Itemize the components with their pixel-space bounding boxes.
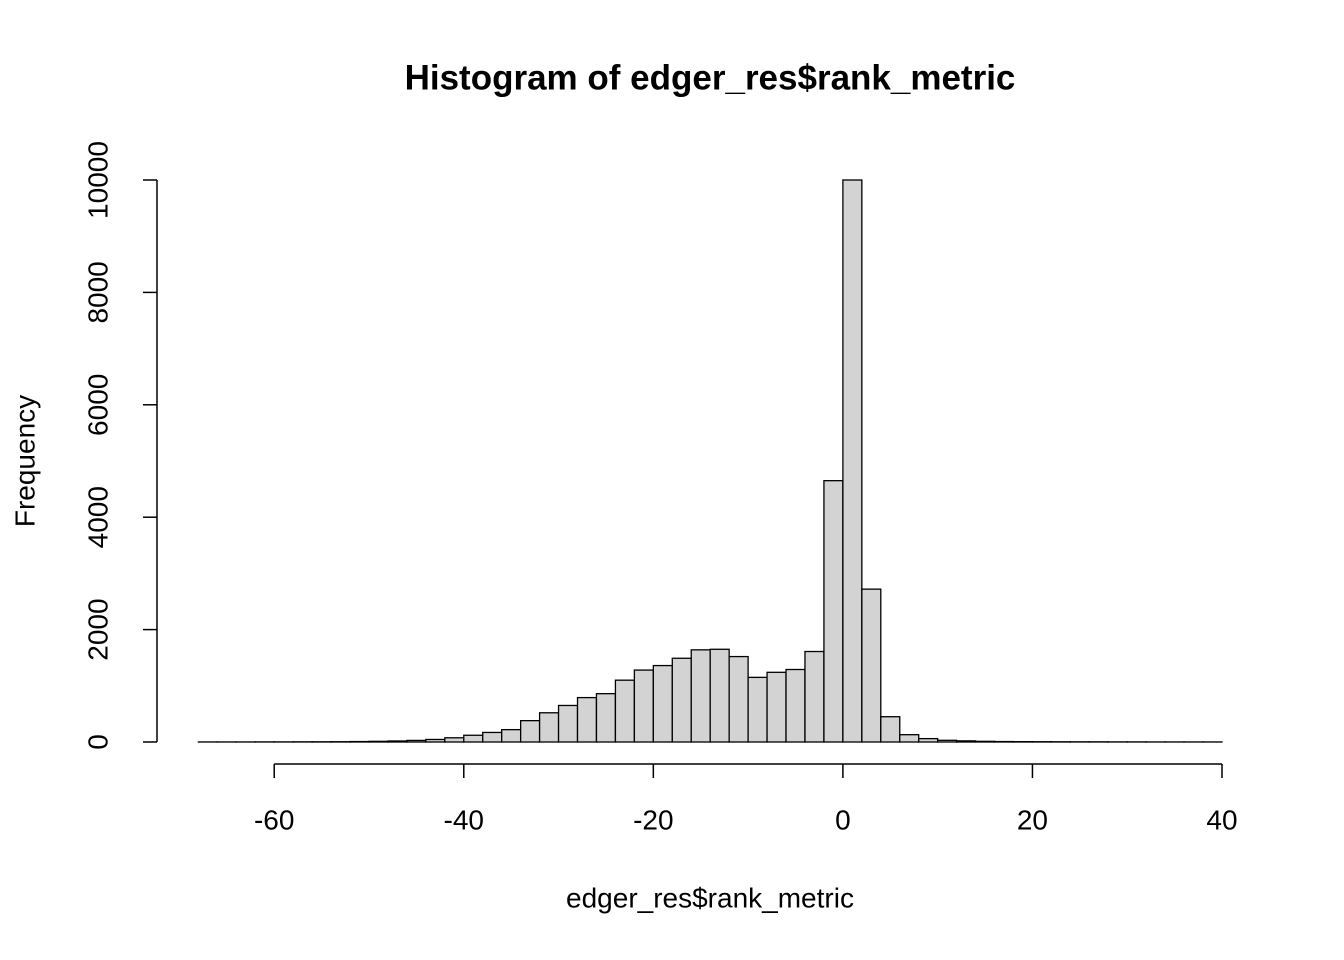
bar xyxy=(709,648,730,743)
bar xyxy=(538,712,560,743)
bar xyxy=(501,728,522,743)
bar xyxy=(690,649,711,743)
bar xyxy=(823,480,844,743)
bar xyxy=(444,737,465,743)
bar xyxy=(406,739,427,743)
y-axis-title: Frequency xyxy=(9,395,40,527)
x-tick-label: -20 xyxy=(633,804,673,835)
bar xyxy=(955,740,977,743)
bar xyxy=(974,740,996,743)
bar xyxy=(728,655,749,743)
bar xyxy=(463,734,484,743)
y-tick-label: 4000 xyxy=(82,486,113,548)
bar xyxy=(785,668,806,743)
y-tick-label: 10000 xyxy=(82,141,113,219)
bar xyxy=(652,664,673,743)
x-tick-label: 40 xyxy=(1206,804,1237,835)
y-tick-label: 6000 xyxy=(82,374,113,436)
x-tick-label: -40 xyxy=(444,804,484,835)
bar xyxy=(633,669,654,743)
bar xyxy=(614,679,636,743)
bar xyxy=(557,704,579,743)
bar xyxy=(482,731,503,743)
x-tick-label: 20 xyxy=(1017,804,1048,835)
bar xyxy=(899,734,920,743)
bar xyxy=(368,740,389,743)
bar xyxy=(937,739,958,743)
y-tick-label: 0 xyxy=(82,734,113,750)
bar xyxy=(576,696,598,743)
bar xyxy=(747,676,768,743)
x-tick-label: -60 xyxy=(254,804,294,835)
bar xyxy=(671,657,692,743)
bar xyxy=(861,588,882,743)
x-axis-title: edger_res$rank_metric xyxy=(566,882,854,913)
y-tick-label: 2000 xyxy=(82,598,113,660)
bar xyxy=(880,716,901,743)
bar xyxy=(766,671,787,743)
x-tick-label: 0 xyxy=(835,804,851,835)
bar xyxy=(804,650,825,743)
bar xyxy=(519,719,541,743)
y-tick-label: 8000 xyxy=(82,261,113,323)
bar xyxy=(387,740,408,743)
bar xyxy=(595,693,617,743)
chart-title: Histogram of edger_res$rank_metric xyxy=(405,58,1016,97)
bar xyxy=(425,738,446,743)
bar xyxy=(842,179,863,743)
bar xyxy=(918,737,939,743)
